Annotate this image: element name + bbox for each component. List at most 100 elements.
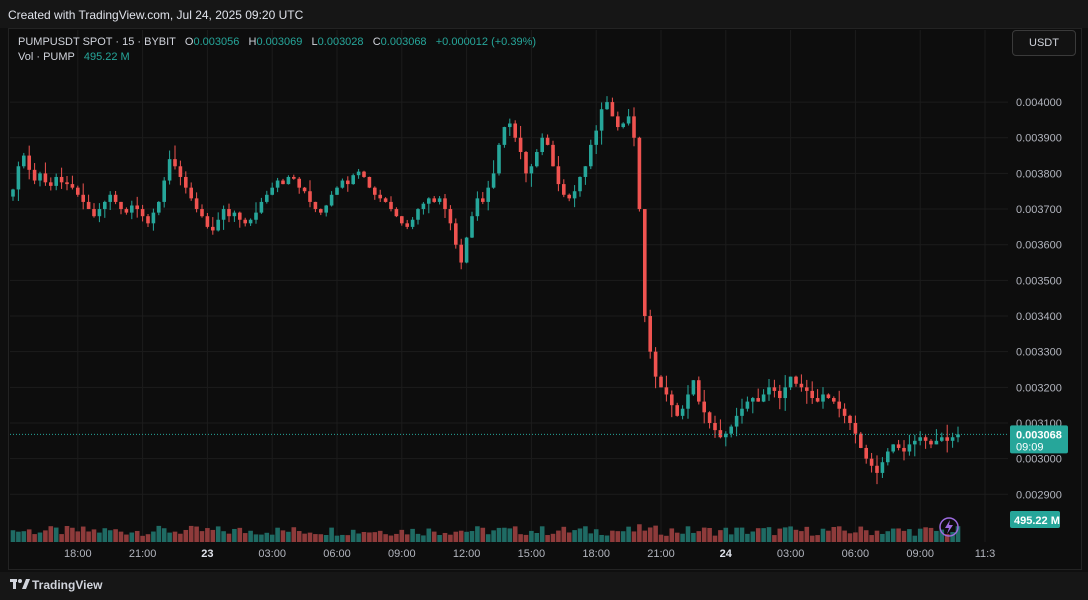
candle-body — [421, 203, 426, 210]
volume-bar — [70, 527, 75, 542]
volume-bar — [43, 530, 48, 542]
volume-bar — [431, 531, 437, 542]
y-tick-label: 0.004000 — [1016, 97, 1062, 109]
lightning-icon[interactable] — [939, 517, 959, 537]
x-tick-label: 23 — [201, 548, 213, 560]
candle-body — [923, 437, 928, 441]
volume-label[interactable]: Vol · PUMP — [18, 51, 75, 63]
candle-body — [216, 219, 220, 231]
candle-body — [124, 209, 129, 213]
volume-bar — [323, 534, 329, 542]
x-tick-label: 12:00 — [453, 548, 481, 560]
candle-body — [146, 216, 150, 224]
volume-bar — [388, 535, 394, 542]
volume-bar — [917, 528, 923, 542]
volume-bar — [631, 531, 637, 542]
high-label: H — [248, 36, 257, 48]
volume-bar — [880, 533, 885, 542]
candle-body — [621, 123, 625, 128]
candle-body — [945, 437, 949, 441]
candle-body — [810, 390, 814, 399]
volume-bar — [556, 530, 561, 542]
volume-bar — [604, 535, 610, 542]
volume-bar — [712, 535, 718, 542]
candle-body — [826, 394, 831, 399]
chart-frame[interactable] — [8, 28, 1082, 570]
candle-body — [157, 201, 161, 213]
volume-bar — [620, 531, 626, 542]
x-tick-label: 09:00 — [906, 548, 934, 560]
candle-body — [173, 159, 177, 167]
volume-bar — [842, 530, 847, 542]
currency-button[interactable]: USDT — [1012, 30, 1076, 56]
grid — [10, 30, 1008, 542]
volume-bar — [172, 531, 178, 542]
x-tick-label: 18:00 — [582, 548, 610, 560]
candle-body — [778, 390, 782, 399]
candle-body — [292, 176, 296, 179]
candle-body — [351, 175, 355, 185]
candle-body — [907, 444, 912, 452]
candle-body — [394, 209, 399, 217]
candle-body — [578, 176, 582, 192]
candle-body — [211, 226, 215, 231]
volume-bar — [820, 528, 826, 542]
candle-body — [875, 465, 879, 473]
candle-body — [135, 205, 139, 210]
candle-body — [459, 244, 463, 263]
candle-body — [243, 219, 247, 224]
candle-body — [81, 194, 85, 202]
volume-bar — [232, 528, 237, 542]
candle-body — [632, 116, 636, 138]
candle-body — [783, 387, 787, 399]
candle-body — [934, 440, 939, 445]
volume-bar — [777, 528, 783, 542]
candle-body — [221, 209, 226, 220]
candle-body — [869, 458, 874, 466]
volume-bar — [642, 530, 648, 542]
volume-bar — [134, 530, 140, 542]
candle-body — [54, 176, 58, 186]
candle-body — [583, 166, 588, 177]
volume-bar — [178, 533, 183, 542]
candle-body — [162, 180, 166, 202]
volume-bar — [593, 529, 599, 542]
volume-bar — [734, 527, 739, 542]
candle-body — [729, 426, 733, 434]
volume-bar — [491, 530, 496, 542]
volume-bar — [691, 532, 696, 542]
candle-body — [313, 201, 318, 210]
candle-body — [32, 169, 37, 181]
candle-body — [594, 130, 598, 145]
candle-body — [675, 405, 679, 416]
volume-bar — [97, 532, 102, 542]
volume-bar — [518, 534, 523, 542]
candle-body — [940, 437, 944, 441]
candle-body — [567, 194, 571, 199]
volume-bar — [885, 531, 891, 542]
volume-bar — [566, 532, 572, 542]
volume-bar — [334, 535, 340, 542]
candle-body — [70, 184, 75, 188]
candle-body — [448, 209, 453, 224]
candle-body — [362, 171, 366, 177]
volume-bar — [610, 530, 615, 542]
candle-body — [11, 189, 15, 197]
x-tick-label: 06:00 — [842, 548, 870, 560]
candle-body — [891, 444, 895, 452]
candle-body — [562, 184, 566, 195]
candle-body — [475, 198, 480, 217]
volume-bar — [480, 527, 486, 542]
symbol-label[interactable]: PUMPUSDT SPOT · 15 · BYBIT — [18, 36, 176, 48]
x-tick-label: 06:00 — [323, 548, 351, 560]
volume-bar — [280, 530, 286, 542]
candle-body — [130, 205, 134, 213]
volume-bar — [372, 532, 378, 542]
y-tick-label: 0.003700 — [1016, 204, 1062, 216]
brand-name[interactable]: TradingView — [32, 578, 103, 592]
volume-bar — [561, 526, 567, 542]
candle-body — [956, 434, 960, 438]
candle-body — [799, 383, 804, 388]
candle-body — [589, 144, 593, 167]
